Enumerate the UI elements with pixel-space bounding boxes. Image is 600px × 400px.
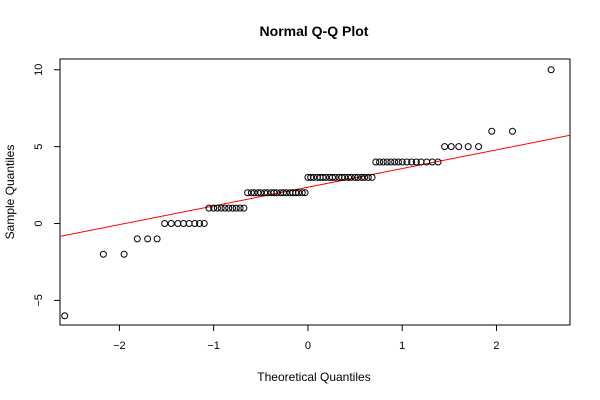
data-point xyxy=(398,158,406,166)
data-point xyxy=(338,173,346,181)
data-point xyxy=(210,204,218,212)
y-tick-label: −5 xyxy=(33,294,45,307)
data-point xyxy=(391,158,399,166)
data-point xyxy=(298,189,306,197)
data-point xyxy=(360,173,368,181)
data-point xyxy=(301,189,309,197)
x-axis: −2 −1 0 1 2 xyxy=(113,325,500,352)
data-point xyxy=(217,204,225,212)
data-point xyxy=(372,158,380,166)
data-point xyxy=(261,189,269,197)
data-point xyxy=(379,158,387,166)
data-point xyxy=(191,220,199,228)
x-tick-label: −1 xyxy=(207,340,220,352)
data-point xyxy=(322,173,330,181)
data-point xyxy=(351,173,359,181)
data-point xyxy=(247,189,255,197)
data-point xyxy=(221,204,229,212)
data-point xyxy=(213,204,221,212)
data-point xyxy=(441,143,449,151)
y-axis-label: Sample Quantiles xyxy=(3,145,17,240)
data-points xyxy=(61,66,555,320)
data-point xyxy=(225,204,233,212)
data-point xyxy=(263,189,271,197)
data-point xyxy=(240,204,248,212)
data-point xyxy=(547,66,555,74)
y-axis: −5 0 5 10 xyxy=(33,64,60,307)
data-point xyxy=(282,189,290,197)
data-point xyxy=(368,173,376,181)
data-point xyxy=(364,173,372,181)
data-point xyxy=(179,220,187,228)
data-point xyxy=(412,158,420,166)
data-point xyxy=(354,173,362,181)
data-point xyxy=(508,127,516,135)
data-point xyxy=(279,189,287,197)
data-point xyxy=(331,173,339,181)
plot-frame xyxy=(59,58,571,326)
data-point xyxy=(250,189,258,197)
data-point xyxy=(270,189,278,197)
data-point xyxy=(434,158,442,166)
data-point xyxy=(254,189,262,197)
data-point xyxy=(383,158,391,166)
data-point xyxy=(394,158,402,166)
data-point xyxy=(295,189,303,197)
data-point xyxy=(387,158,395,166)
data-point xyxy=(408,158,416,166)
data-point xyxy=(328,173,336,181)
data-point xyxy=(292,189,300,197)
x-tick-label: −2 xyxy=(113,340,126,352)
data-point xyxy=(200,220,208,228)
data-point xyxy=(307,173,315,181)
x-tick-label: 2 xyxy=(493,340,499,352)
data-point xyxy=(205,204,213,212)
y-tick-label: 10 xyxy=(33,64,45,76)
data-point xyxy=(447,143,455,151)
data-point xyxy=(455,143,463,151)
data-point xyxy=(99,250,107,258)
data-point xyxy=(488,127,496,135)
data-point xyxy=(61,312,69,320)
data-point xyxy=(153,235,161,243)
data-point xyxy=(185,220,193,228)
data-point xyxy=(244,189,252,197)
data-point xyxy=(144,235,152,243)
data-point xyxy=(229,204,237,212)
data-point xyxy=(236,204,244,212)
reference-line-group xyxy=(60,134,570,237)
y-tick-label: 0 xyxy=(33,220,45,226)
data-point xyxy=(120,250,128,258)
data-point xyxy=(167,220,175,228)
data-point xyxy=(341,173,349,181)
data-point xyxy=(196,220,204,228)
qq-reference-line xyxy=(60,134,570,237)
x-tick-label: 1 xyxy=(399,340,405,352)
data-point xyxy=(403,158,411,166)
data-point xyxy=(174,220,182,228)
data-point xyxy=(464,143,472,151)
y-tick-label: 5 xyxy=(33,144,45,150)
data-point xyxy=(319,173,327,181)
data-point xyxy=(273,189,281,197)
data-point xyxy=(161,220,169,228)
x-axis-label: Theoretical Quantiles xyxy=(257,370,370,384)
data-point xyxy=(376,158,384,166)
data-point xyxy=(358,173,366,181)
data-point xyxy=(344,173,352,181)
data-point xyxy=(310,173,318,181)
data-point xyxy=(232,204,240,212)
data-point xyxy=(347,173,355,181)
data-point xyxy=(475,143,483,151)
x-tick-label: 0 xyxy=(305,340,311,352)
data-point xyxy=(257,189,265,197)
chart-title: Normal Q-Q Plot xyxy=(260,23,369,39)
data-point xyxy=(133,235,141,243)
